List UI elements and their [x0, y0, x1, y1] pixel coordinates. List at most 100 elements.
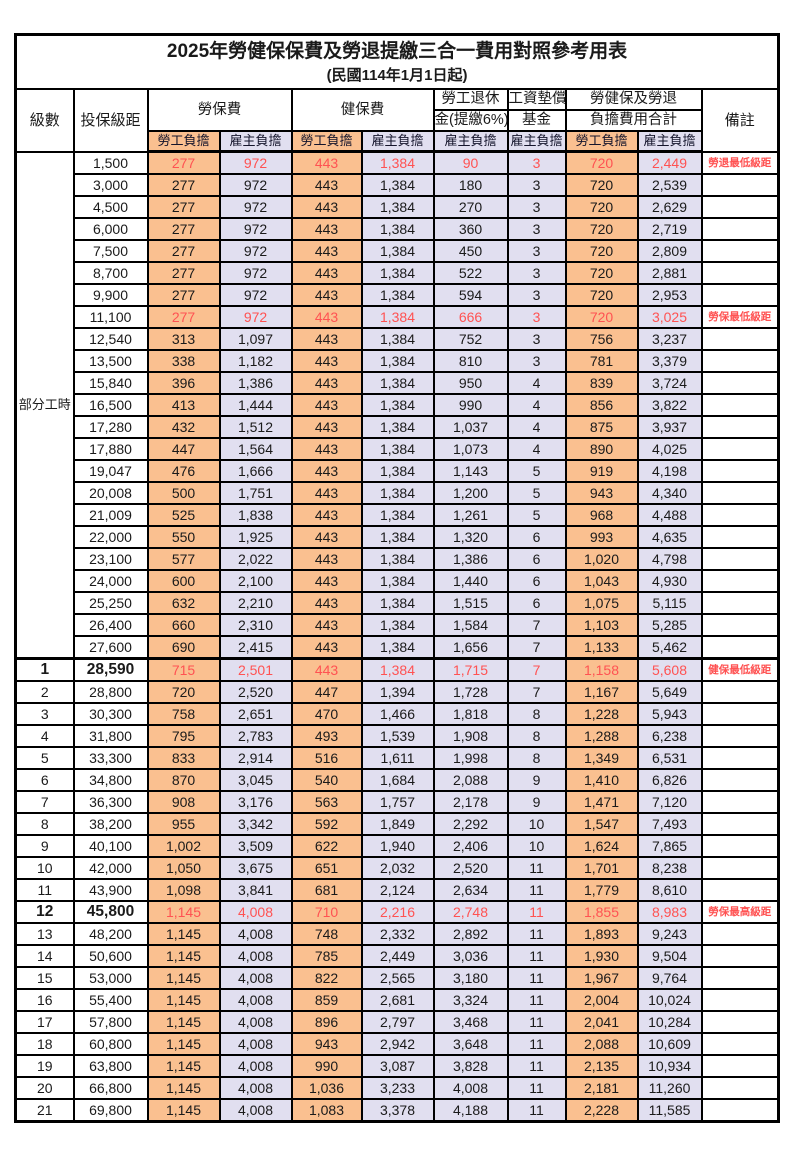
cell-total-employer: 9,764	[636, 966, 703, 990]
cell-pension-employer: 2,178	[432, 790, 509, 814]
cell-labor-employee: 1,002	[146, 834, 221, 858]
cell-labor-employer: 4,008	[218, 1098, 293, 1123]
cell-total-employer: 10,284	[636, 1010, 703, 1034]
cell-total-employer: 2,953	[636, 283, 703, 307]
cell-health-employer: 1,384	[360, 239, 435, 263]
cell-remark	[700, 1098, 780, 1123]
cell-total-employer: 3,379	[636, 349, 703, 373]
cell-remark	[700, 746, 780, 770]
cell-total-employer: 4,488	[636, 503, 703, 527]
cell-remark	[700, 834, 780, 858]
cell-bracket: 31,800	[72, 724, 149, 748]
cell-bracket: 27,600	[72, 635, 149, 660]
cell-bracket: 36,300	[72, 790, 149, 814]
cell-total-employer: 6,238	[636, 724, 703, 748]
cell-total-employee: 1,043	[564, 569, 639, 593]
cell-total-employer: 2,881	[636, 261, 703, 285]
cell-remark: 勞退最低級距	[700, 150, 780, 175]
cell-fund-employer: 11	[506, 966, 567, 990]
cell-health-employee: 443	[290, 591, 363, 615]
cell-health-employer: 1,384	[360, 591, 435, 615]
cell-bracket: 26,400	[72, 613, 149, 637]
cell-health-employee: 785	[290, 944, 363, 968]
cell-total-employer: 5,115	[636, 591, 703, 615]
cell-total-employee: 993	[564, 525, 639, 549]
cell-labor-employee: 313	[146, 327, 221, 351]
cell-bracket: 33,300	[72, 746, 149, 770]
cell-labor-employer: 972	[218, 239, 293, 263]
cell-health-employer: 1,466	[360, 702, 435, 726]
header-row-2: 金(提繳6%) 基金 負擔費用合計	[16, 109, 779, 132]
cell-labor-employee: 577	[146, 547, 221, 571]
table-row: 25,250 632 2,210 443 1,384 1,515 6 1,075 5,115	[16, 591, 780, 615]
page-title: 2025年勞健保保費及勞退提繳三合一費用對照參考用表	[166, 40, 628, 62]
cell-labor-employee: 758	[146, 702, 221, 726]
cell-labor-employer: 4,008	[218, 1010, 293, 1034]
cell-total-employer: 11,585	[636, 1098, 703, 1123]
cell-pension-employer: 3,468	[432, 1010, 509, 1034]
cell-bracket: 17,280	[72, 415, 149, 439]
cell-total-employer: 3,025	[636, 305, 703, 329]
cell-total-employee: 720	[564, 239, 639, 263]
cell-remark	[700, 349, 780, 373]
cell-remark: 勞保最低級距	[700, 305, 780, 329]
cell-total-employee: 943	[564, 481, 639, 505]
cell-total-employee: 781	[564, 349, 639, 373]
cell-bracket: 21,009	[72, 503, 149, 527]
cell-labor-employer: 4,008	[218, 1054, 293, 1078]
cell-health-employer: 1,384	[360, 613, 435, 637]
cell-bracket: 11,100	[72, 305, 149, 329]
cell-total-employer: 9,504	[636, 944, 703, 968]
cell-health-employer: 1,384	[360, 195, 435, 219]
table-row: 17,880 447 1,564 443 1,384 1,073 4 890 4,025	[16, 437, 780, 461]
cell-level: 12	[14, 900, 75, 924]
cell-health-employer: 2,942	[360, 1032, 435, 1056]
cell-level: 6	[14, 768, 75, 792]
cell-total-employee: 919	[564, 459, 639, 483]
cell-labor-employer: 3,509	[218, 834, 293, 858]
cell-health-employer: 1,384	[360, 569, 435, 593]
cell-total-employer: 6,531	[636, 746, 703, 770]
cell-pension-employer: 3,324	[432, 988, 509, 1012]
cell-fund-employer: 4	[506, 415, 567, 439]
cell-pension-employer: 1,320	[432, 525, 509, 549]
cell-remark	[700, 547, 780, 571]
cell-remark	[700, 768, 780, 792]
cell-fund-employer: 8	[506, 724, 567, 748]
cell-bracket: 42,000	[72, 856, 149, 880]
cell-pension-employer: 1,998	[432, 746, 509, 770]
cell-health-employee: 443	[290, 327, 363, 351]
cell-health-employee: 443	[290, 657, 363, 682]
subheader-health-employee: 勞工負擔	[290, 130, 363, 153]
table-row: 6,000 277 972 443 1,384 360 3 720 2,719	[16, 217, 780, 241]
table-row: 22,000 550 1,925 443 1,384 1,320 6 993 4,635	[16, 525, 780, 549]
cell-remark	[700, 635, 780, 660]
table-row: 2 28,800 720 2,520 447 1,394 1,728 7 1,167 5,649	[14, 680, 780, 704]
cell-pension-employer: 594	[432, 283, 509, 307]
cell-total-employer: 2,809	[636, 239, 703, 263]
subheader-health-employer: 雇主負擔	[360, 130, 435, 153]
cell-labor-employer: 4,008	[218, 944, 293, 968]
cell-labor-employee: 1,145	[146, 1010, 221, 1034]
cell-fund-employer: 11	[506, 1098, 567, 1123]
cell-fund-employer: 5	[506, 481, 567, 505]
cell-fund-employer: 11	[506, 856, 567, 880]
cell-bracket: 4,500	[72, 195, 149, 219]
cell-labor-employer: 4,008	[218, 1032, 293, 1056]
cell-health-employee: 443	[290, 283, 363, 307]
cell-health-employer: 1,384	[360, 150, 435, 175]
header-row-3: 勞工負擔 雇主負擔 勞工負擔 雇主負擔 雇主負擔 雇主負擔 勞工負擔 雇主負擔	[16, 130, 779, 153]
cell-pension-employer: 1,584	[432, 613, 509, 637]
cell-health-employee: 516	[290, 746, 363, 770]
cell-remark	[700, 173, 780, 197]
cell-health-employee: 443	[290, 459, 363, 483]
cell-health-employee: 651	[290, 856, 363, 880]
cell-health-employer: 1,384	[360, 481, 435, 505]
cell-total-employee: 2,041	[564, 1010, 639, 1034]
cell-fund-employer: 7	[506, 657, 567, 682]
cell-pension-employer: 4,008	[432, 1076, 509, 1100]
cell-total-employer: 5,608	[636, 657, 703, 682]
cell-total-employee: 2,228	[564, 1098, 639, 1123]
cell-health-employee: 443	[290, 569, 363, 593]
cell-health-employer: 3,233	[360, 1076, 435, 1100]
